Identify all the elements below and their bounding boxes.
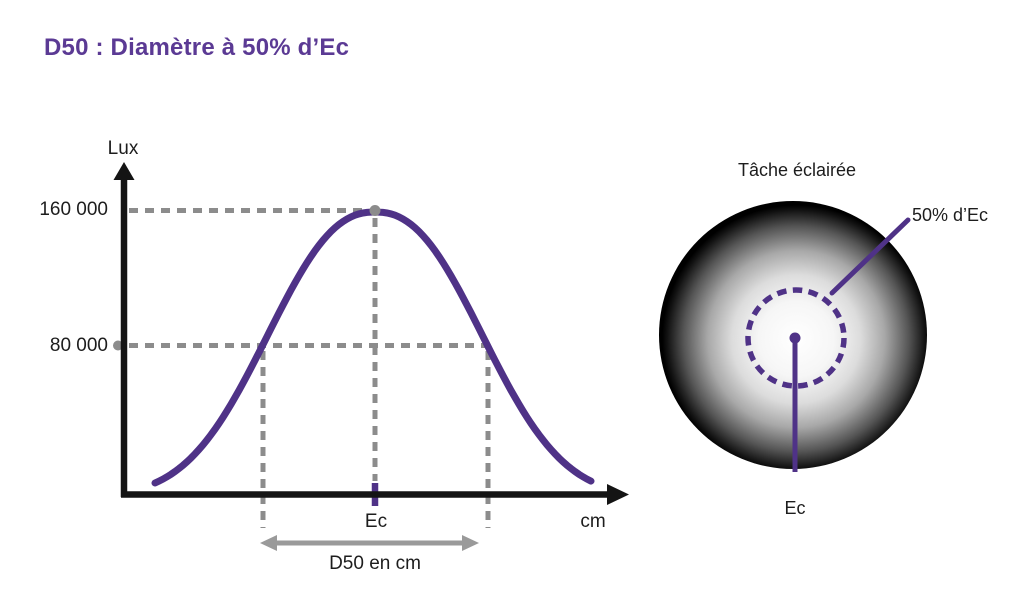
page-title: D50 : Diamètre à 50% d’Ec xyxy=(44,34,350,61)
ytick-160000: 160 000 xyxy=(39,199,108,220)
ec-peak-label: Ec xyxy=(364,511,388,532)
peak-marker-dot xyxy=(369,205,381,216)
axis-80000-dot xyxy=(113,340,123,351)
ec-center-label: Ec xyxy=(784,498,806,518)
x-axis-arrowhead xyxy=(607,484,629,505)
fifty-percent-pointer-line xyxy=(829,217,911,296)
d50-width-label: D50 en cm xyxy=(329,553,421,574)
d50-arrowhead-right xyxy=(462,535,479,551)
d50-arrowhead-left xyxy=(260,535,277,551)
fifty-percent-dashed-circle xyxy=(745,287,847,389)
ytick-80000: 80 000 xyxy=(49,335,108,356)
y-axis-arrowhead xyxy=(113,162,135,180)
y-axis-title: Lux xyxy=(107,138,139,159)
x-axis-title: cm xyxy=(580,511,606,532)
spot-diagram-title: Tâche éclairée xyxy=(737,160,857,180)
fifty-percent-label: 50% d’Ec xyxy=(912,205,989,225)
spot-center-dot xyxy=(789,332,801,344)
